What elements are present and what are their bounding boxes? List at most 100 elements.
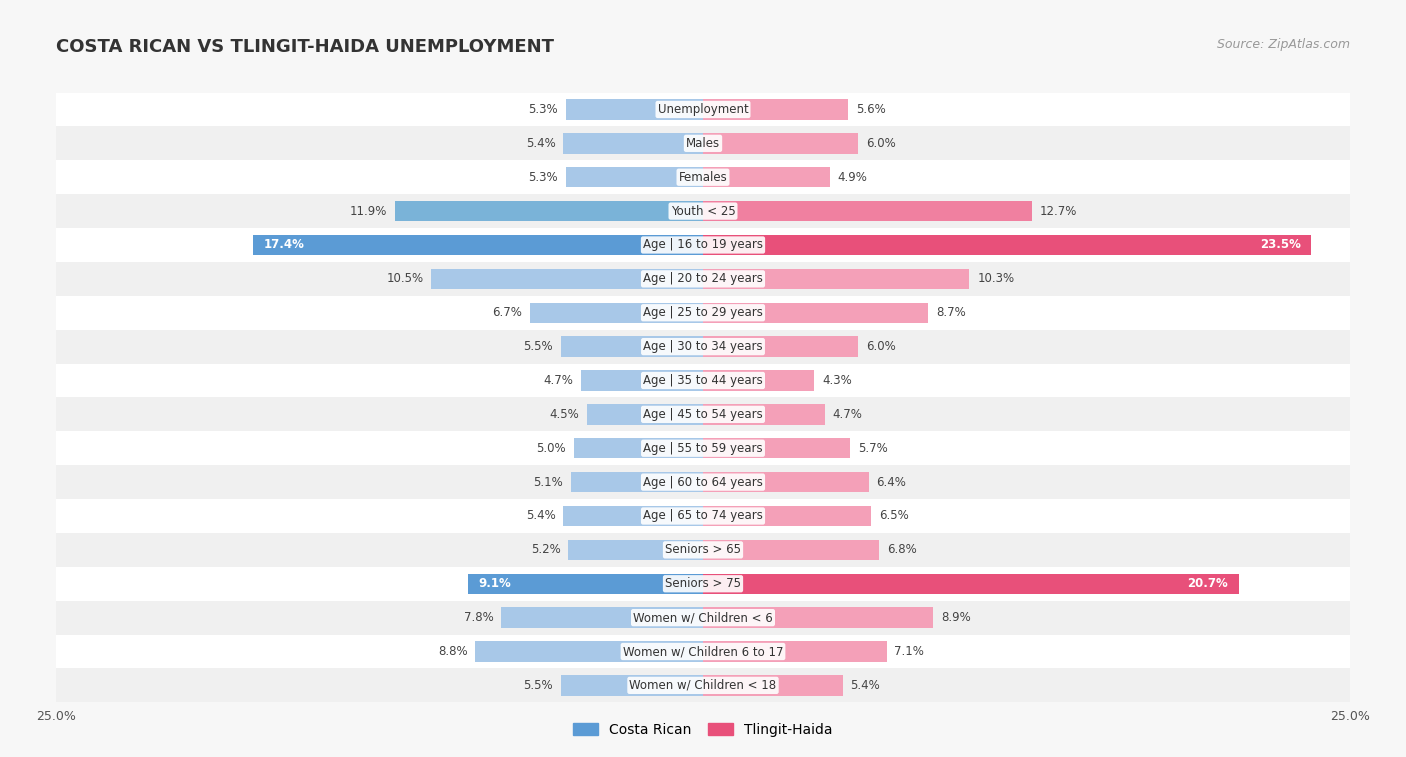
- Text: 5.0%: 5.0%: [536, 442, 565, 455]
- Text: Age | 35 to 44 years: Age | 35 to 44 years: [643, 374, 763, 387]
- Bar: [703, 404, 824, 425]
- Bar: [530, 303, 703, 323]
- Text: 7.8%: 7.8%: [464, 611, 494, 624]
- Text: 6.0%: 6.0%: [866, 340, 896, 353]
- Text: Age | 20 to 24 years: Age | 20 to 24 years: [643, 273, 763, 285]
- Text: 8.8%: 8.8%: [437, 645, 468, 658]
- Text: Age | 65 to 74 years: Age | 65 to 74 years: [643, 509, 763, 522]
- Bar: [56, 466, 1350, 499]
- Text: 5.5%: 5.5%: [523, 340, 553, 353]
- Bar: [703, 336, 858, 357]
- Text: 6.4%: 6.4%: [876, 475, 907, 488]
- Text: Women w/ Children < 18: Women w/ Children < 18: [630, 679, 776, 692]
- Text: Age | 60 to 64 years: Age | 60 to 64 years: [643, 475, 763, 488]
- Bar: [703, 99, 848, 120]
- Text: 5.1%: 5.1%: [533, 475, 564, 488]
- Bar: [56, 296, 1350, 329]
- Text: Seniors > 65: Seniors > 65: [665, 544, 741, 556]
- Bar: [56, 431, 1350, 466]
- Text: 5.3%: 5.3%: [529, 171, 558, 184]
- Bar: [565, 167, 703, 188]
- Bar: [56, 668, 1350, 702]
- Bar: [468, 574, 703, 594]
- Text: 4.9%: 4.9%: [838, 171, 868, 184]
- Text: 5.4%: 5.4%: [851, 679, 880, 692]
- Text: 10.5%: 10.5%: [387, 273, 423, 285]
- Bar: [56, 397, 1350, 431]
- Text: 12.7%: 12.7%: [1039, 204, 1077, 217]
- Bar: [703, 607, 934, 628]
- Bar: [56, 228, 1350, 262]
- Text: 8.7%: 8.7%: [936, 307, 966, 319]
- Text: COSTA RICAN VS TLINGIT-HAIDA UNEMPLOYMENT: COSTA RICAN VS TLINGIT-HAIDA UNEMPLOYMEN…: [56, 38, 554, 56]
- Bar: [574, 438, 703, 459]
- Text: Unemployment: Unemployment: [658, 103, 748, 116]
- Bar: [571, 472, 703, 492]
- Bar: [56, 363, 1350, 397]
- Bar: [703, 675, 842, 696]
- Text: 4.3%: 4.3%: [823, 374, 852, 387]
- Text: Females: Females: [679, 171, 727, 184]
- Bar: [56, 126, 1350, 160]
- Bar: [56, 160, 1350, 194]
- Text: 6.5%: 6.5%: [879, 509, 908, 522]
- Bar: [56, 567, 1350, 601]
- Bar: [703, 574, 1239, 594]
- Bar: [565, 99, 703, 120]
- Bar: [703, 303, 928, 323]
- Bar: [564, 133, 703, 154]
- Bar: [703, 201, 1032, 221]
- Text: Age | 16 to 19 years: Age | 16 to 19 years: [643, 238, 763, 251]
- Bar: [703, 438, 851, 459]
- Text: Source: ZipAtlas.com: Source: ZipAtlas.com: [1216, 38, 1350, 51]
- Bar: [395, 201, 703, 221]
- Bar: [56, 329, 1350, 363]
- Bar: [501, 607, 703, 628]
- Bar: [56, 499, 1350, 533]
- Text: Youth < 25: Youth < 25: [671, 204, 735, 217]
- Bar: [703, 269, 970, 289]
- Text: 6.8%: 6.8%: [887, 544, 917, 556]
- Text: 4.7%: 4.7%: [544, 374, 574, 387]
- Bar: [56, 262, 1350, 296]
- Bar: [703, 133, 858, 154]
- Bar: [475, 641, 703, 662]
- Bar: [703, 370, 814, 391]
- Text: 6.7%: 6.7%: [492, 307, 522, 319]
- Text: 10.3%: 10.3%: [977, 273, 1014, 285]
- Text: 5.4%: 5.4%: [526, 509, 555, 522]
- Legend: Costa Rican, Tlingit-Haida: Costa Rican, Tlingit-Haida: [574, 723, 832, 737]
- Text: 17.4%: 17.4%: [263, 238, 304, 251]
- Bar: [703, 167, 830, 188]
- Bar: [432, 269, 703, 289]
- Text: 4.7%: 4.7%: [832, 408, 862, 421]
- Bar: [703, 540, 879, 560]
- Text: Age | 30 to 34 years: Age | 30 to 34 years: [643, 340, 763, 353]
- Bar: [586, 404, 703, 425]
- Bar: [561, 675, 703, 696]
- Bar: [568, 540, 703, 560]
- Bar: [56, 601, 1350, 634]
- Bar: [582, 370, 703, 391]
- Bar: [56, 634, 1350, 668]
- Text: 5.3%: 5.3%: [529, 103, 558, 116]
- Text: 5.6%: 5.6%: [856, 103, 886, 116]
- Text: Women w/ Children 6 to 17: Women w/ Children 6 to 17: [623, 645, 783, 658]
- Text: Age | 45 to 54 years: Age | 45 to 54 years: [643, 408, 763, 421]
- Text: 4.5%: 4.5%: [550, 408, 579, 421]
- Bar: [561, 336, 703, 357]
- Text: 23.5%: 23.5%: [1260, 238, 1301, 251]
- Bar: [703, 506, 872, 526]
- Bar: [703, 641, 887, 662]
- Text: 5.5%: 5.5%: [523, 679, 553, 692]
- Bar: [253, 235, 703, 255]
- Text: 5.4%: 5.4%: [526, 137, 555, 150]
- Text: 20.7%: 20.7%: [1188, 578, 1229, 590]
- Bar: [564, 506, 703, 526]
- Bar: [703, 472, 869, 492]
- Text: 7.1%: 7.1%: [894, 645, 924, 658]
- Text: Males: Males: [686, 137, 720, 150]
- Text: Age | 55 to 59 years: Age | 55 to 59 years: [643, 442, 763, 455]
- Bar: [56, 92, 1350, 126]
- Bar: [703, 235, 1310, 255]
